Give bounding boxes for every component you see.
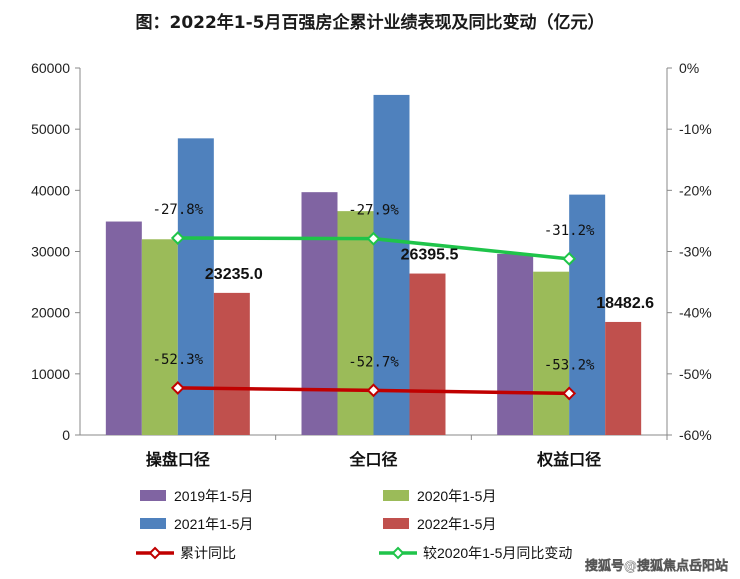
y-tick-label: 40000 [31,182,70,198]
line-point-marker [366,383,381,398]
bar [141,239,178,435]
line-point-marker [170,231,185,245]
bar [213,292,250,435]
bar [105,221,142,435]
line-point-label: -52.7% [348,354,399,370]
y-tick-label: 60000 [31,60,70,76]
line-point-marker [170,380,185,395]
bar [301,192,338,435]
y-tick-label: 10000 [31,366,70,382]
line-point-label: -31.2% [544,223,595,239]
legend-swatch [140,518,166,529]
y2-tick-label: -60% [679,427,712,443]
data-labels: 23235.0 26395.5 18482.6 -52.3% -52.7% -53.2% -… [153,202,655,373]
line-point-marker [366,231,381,246]
line-point-marker [562,251,577,266]
legend-swatch [140,490,166,501]
category-label: 操盘口径 [146,450,210,469]
y2-tick-label: -30% [679,244,712,260]
line-point-label: -27.8% [153,202,204,218]
category-label: 权益口径 [536,450,601,469]
legend-marker [391,546,405,560]
bar [497,253,534,435]
line-point-label: -52.3% [153,352,204,368]
watermark-text: 搜狐号@搜狐焦点岳阳站 [585,558,728,574]
y2-tick-label: -40% [679,305,712,321]
bar [533,271,570,435]
legend-label: 2019年1-5月 [174,488,253,504]
y-tick-label: 20000 [31,305,70,321]
bar [337,211,374,435]
line-point-marker [562,386,577,401]
y-tick-label: 30000 [31,244,70,260]
watermark: 搜狐号@搜狐焦点岳阳站 [585,558,728,574]
legend: 2019年1-5月 2020年1-5月 2021年1-5月 2022年1-5月累计同比… [136,488,572,561]
legend-label: 2022年1-5月 [417,516,496,532]
legend-label: 2020年1-5月 [417,488,496,504]
legend-label: 累计同比 [180,545,236,561]
legend-marker [148,546,162,560]
legend-label: 较2020年1-5月同比变动 [423,545,572,561]
legend-swatch [383,490,409,501]
y-tick-label: 0 [62,427,70,443]
legend-swatch [383,518,409,529]
bar [177,138,214,435]
bar [605,321,642,435]
bar-value-label: 18482.6 [596,295,654,312]
chart-title: 图：2022年1-5月百强房企累计业绩表现及同比变动（亿元） [135,12,604,33]
line-point-label: -27.9% [348,203,399,219]
bars [105,94,642,435]
y-tick-label: 50000 [31,121,70,137]
legend-label: 2021年1-5月 [174,516,253,532]
y2-tick-label: -20% [679,182,712,198]
category-label: 全口径 [348,450,397,469]
bar-value-label: 26395.5 [401,247,459,264]
axes: 60000 50000 40000 30000 20000 10000 0 0% -10% -20… [31,60,712,469]
bar [373,94,410,435]
bar [409,273,446,435]
bar [569,194,606,435]
bar-value-label: 23235.0 [205,266,263,283]
lines [170,231,577,401]
y2-tick-label: -10% [679,121,712,137]
y2-tick-label: 0% [679,60,699,76]
line-point-label: -53.2% [544,357,595,373]
y2-tick-label: -50% [679,366,712,382]
